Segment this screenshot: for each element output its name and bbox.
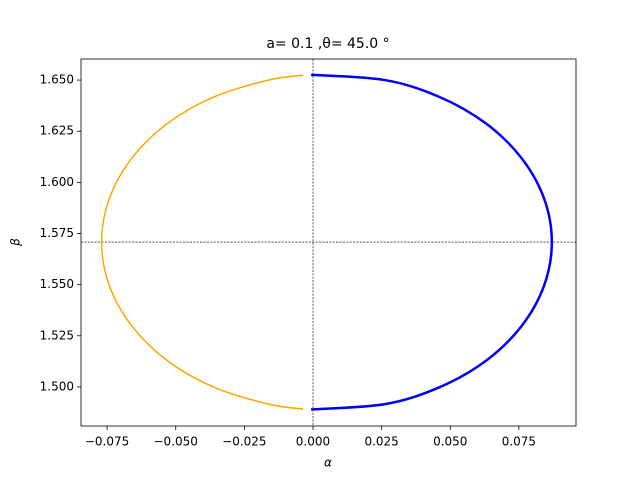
y-tick-label: 1.500 (40, 379, 74, 393)
series-line (100, 74, 304, 410)
chart-title: a= 0.1 ,θ= 45.0 ° (266, 36, 389, 52)
x-tick-label: 0.000 (296, 435, 330, 449)
y-tick-label: 1.625 (40, 124, 74, 138)
y-tick-label: 1.650 (40, 73, 74, 87)
y-axis-label: β (9, 238, 23, 247)
x-tick-label: −0.050 (154, 435, 198, 449)
series-line (310, 73, 554, 411)
x-tick-label: −0.025 (222, 435, 266, 449)
y-tick-label: 1.600 (40, 175, 74, 189)
x-axis-label: α (324, 456, 332, 470)
x-tick-label: 0.050 (433, 435, 467, 449)
y-tick-label: 1.525 (40, 328, 74, 342)
y-tick-label: 1.575 (40, 226, 74, 240)
y-tick-label: 1.550 (40, 277, 74, 291)
x-tick-label: 0.075 (502, 435, 536, 449)
x-tick-label: −0.075 (85, 435, 129, 449)
x-tick-label: 0.025 (364, 435, 398, 449)
plot-frame (80, 58, 577, 427)
